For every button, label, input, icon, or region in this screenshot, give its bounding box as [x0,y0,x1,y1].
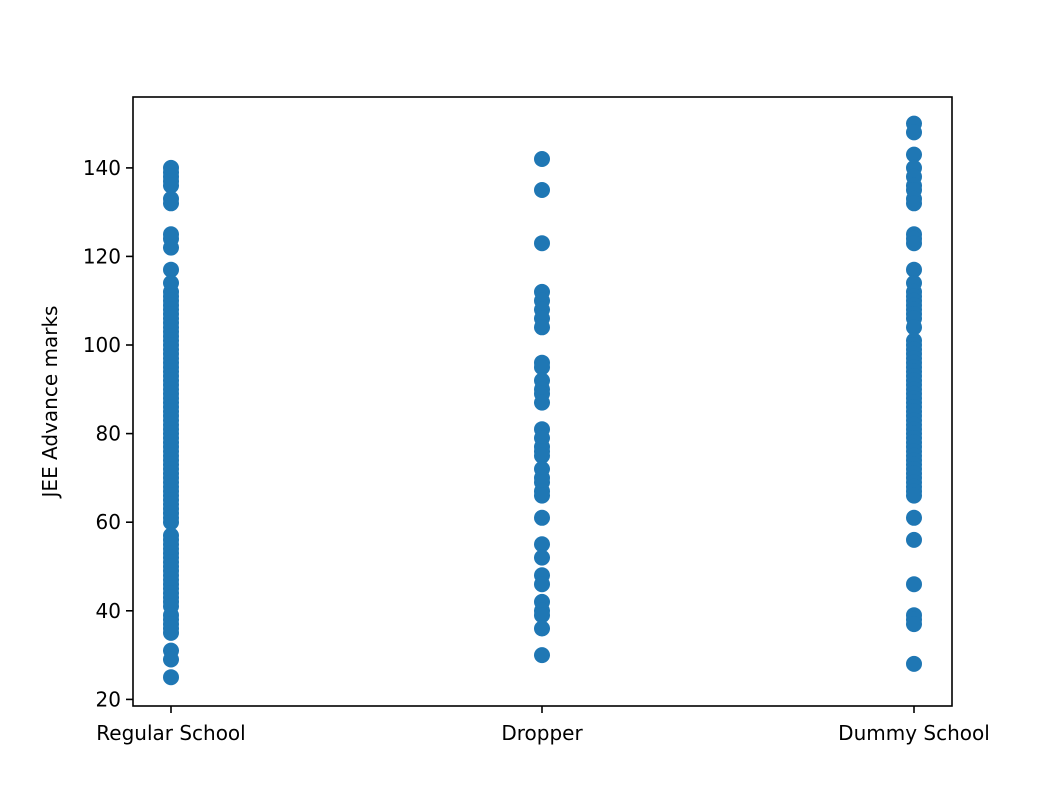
data-point [534,447,550,464]
data-point [534,394,550,411]
y-tick-label: 120 [83,244,121,268]
data-point [906,531,922,548]
data-point [534,182,550,198]
data-point [163,514,179,531]
data-point [906,319,922,336]
data-point [534,319,550,336]
y-axis: 20 40 60 80 100 120 140 [83,156,133,711]
data-point [906,576,922,593]
data-points [163,115,922,686]
data-point [534,359,550,376]
data-point [534,620,550,637]
data-point [163,624,179,641]
data-point [534,487,550,504]
data-point [534,576,550,593]
data-point [906,509,922,526]
data-point [906,655,922,672]
data-point [163,261,179,278]
data-point [906,195,922,212]
y-tick-label: 140 [83,156,121,180]
data-point [534,647,550,664]
x-axis: Regular School Dropper Dummy School [96,706,990,745]
data-point [534,549,550,566]
data-point [906,124,922,141]
x-tick-label: Regular School [96,721,245,745]
y-tick-label: 60 [96,510,121,534]
y-tick-label: 40 [96,599,121,623]
data-point [534,607,550,624]
data-point [906,487,922,504]
data-point [163,177,179,194]
data-point [163,669,179,686]
x-tick-label: Dummy School [838,721,990,745]
data-point [534,509,550,526]
y-tick-label: 100 [83,333,121,357]
data-point [906,146,922,163]
data-point [163,195,179,212]
data-point [534,235,550,252]
data-point [163,651,179,668]
data-point [906,616,922,633]
y-tick-label: 80 [96,422,121,446]
data-point [906,261,922,278]
data-point [906,235,922,252]
data-point [534,536,550,553]
y-tick-label: 20 [96,687,121,711]
data-point [534,151,550,167]
x-tick-label: Dropper [501,721,583,745]
y-axis-label: JEE Advance marks [38,306,62,500]
data-point [163,239,179,256]
